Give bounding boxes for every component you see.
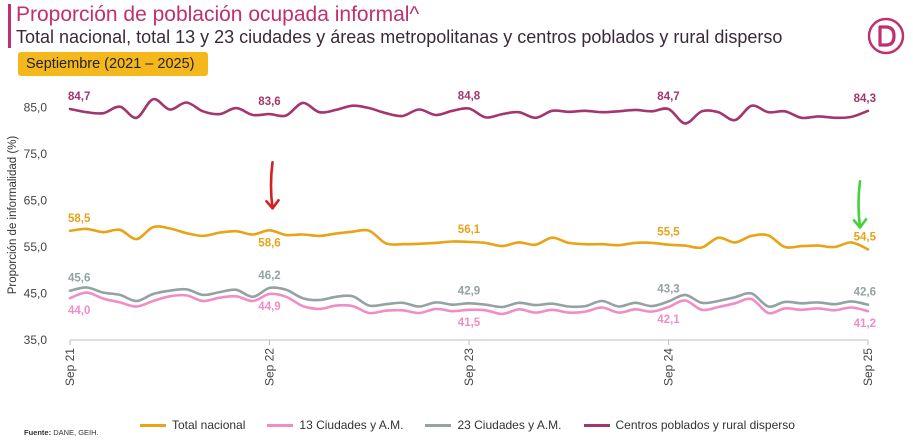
source-text: DANE, GEIH. [53, 428, 99, 437]
y-tick-label: 55,0 [24, 240, 48, 254]
y-tick-label: 65,0 [24, 194, 48, 208]
data-label-c23: 45,6 [68, 273, 90, 285]
legend-swatch [583, 423, 610, 427]
annotation-arrow-shaft [269, 161, 274, 210]
data-label-c13: 44,9 [258, 301, 280, 313]
legend-label: 13 Ciudades y A.M. [299, 418, 404, 432]
page-title: Proporción de población ocupada informal… [16, 3, 420, 26]
annotation-arrow-shaft [857, 180, 862, 229]
series-line-total [68, 225, 870, 251]
x-tick-label: Sep 24 [662, 348, 676, 386]
y-tick-label: 85,0 [24, 101, 48, 115]
legend-swatch [425, 423, 452, 427]
data-label-c23: 46,2 [258, 270, 280, 282]
series-line-c23 [68, 286, 870, 309]
data-label-rural: 83,6 [258, 96, 280, 108]
legend-swatch [267, 423, 294, 427]
y-tick-label: 75,0 [24, 147, 48, 161]
data-label-c23: 42,6 [854, 287, 876, 299]
legend-swatch [140, 423, 166, 427]
chart-legend: Total nacional 13 Ciudades y A.M. 23 Ciuda… [140, 416, 817, 434]
source-note: Fuente: DANE, GEIH. [24, 428, 99, 437]
annotation-arrow-head [265, 199, 280, 210]
legend-label: Total nacional [172, 418, 246, 432]
data-label-total: 54,5 [854, 231, 877, 243]
y-axis-label: Proporción de informalidad (%) [7, 136, 19, 295]
data-label-c23: 42,9 [458, 285, 480, 297]
data-label-rural: 84,7 [657, 91, 679, 103]
dane-logo-icon [867, 17, 905, 55]
legend-item: 23 Ciudades y A.M. [425, 418, 562, 432]
data-label-c13: 42,1 [657, 314, 680, 326]
legend-label: 23 Ciudades y A.M. [457, 418, 562, 432]
y-tick-label: 45,0 [24, 287, 48, 301]
x-tick-label: Sep 22 [263, 348, 277, 386]
title-accent-bar [8, 4, 11, 48]
data-label-total: 56,1 [458, 224, 481, 236]
data-label-rural: 84,7 [68, 91, 90, 103]
data-label-c23: 43,3 [657, 283, 679, 295]
x-tick-label: Sep 21 [63, 348, 77, 386]
legend-label: Centros poblados y rural disperso [615, 418, 795, 432]
data-label-c13: 41,5 [458, 317, 481, 329]
data-label-rural: 84,3 [854, 93, 876, 105]
data-label-total: 55,5 [657, 227, 680, 239]
data-label-total: 58,6 [258, 237, 280, 249]
legend-item: 13 Ciudades y A.M. [267, 418, 403, 432]
legend-item: Centros poblados y rural disperso [583, 418, 795, 432]
period-badge: Septiembre (2021 – 2025) [18, 52, 209, 76]
x-tick-label: Sep 23 [462, 348, 476, 386]
y-tick-label: 35,0 [24, 333, 48, 347]
data-label-rural: 84,8 [458, 91, 481, 103]
series-line-c13 [68, 291, 870, 316]
legend-item: Total nacional [140, 418, 245, 432]
source-label: Fuente: [24, 428, 52, 437]
x-tick-label: Sep 25 [861, 348, 875, 386]
annotation-arrow-head [852, 218, 868, 229]
line-chart: Proporción de informalidad (%) 35,0 45,0 55… [7, 91, 877, 387]
data-label-c13: 41,2 [854, 318, 876, 330]
data-label-total: 58,5 [68, 213, 91, 225]
series-line-rural [68, 97, 870, 125]
data-label-c13: 44,0 [68, 305, 90, 317]
page-subtitle: Total nacional, total 13 y 23 ciudades y… [16, 27, 783, 47]
